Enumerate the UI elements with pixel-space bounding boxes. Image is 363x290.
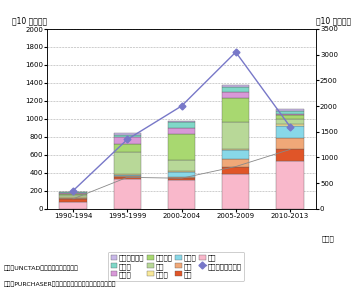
Bar xyxy=(277,124,303,126)
Bar xyxy=(60,193,86,194)
Bar xyxy=(114,176,141,177)
Text: （年）: （年） xyxy=(321,236,334,242)
Bar xyxy=(222,98,249,122)
Bar xyxy=(277,111,303,113)
Bar xyxy=(60,198,86,199)
Bar xyxy=(168,178,195,180)
Bar xyxy=(168,128,195,134)
Bar xyxy=(114,177,141,179)
Bar xyxy=(114,137,141,144)
Bar xyxy=(277,115,303,119)
Bar xyxy=(168,134,195,160)
Bar xyxy=(222,85,249,88)
Bar xyxy=(114,175,141,176)
Text: （10 億ドル）: （10 億ドル） xyxy=(315,17,351,26)
Bar xyxy=(60,194,86,195)
Bar xyxy=(168,122,195,128)
Bar xyxy=(168,160,195,171)
Bar xyxy=(277,161,303,209)
Bar xyxy=(168,171,195,172)
Bar xyxy=(60,191,86,192)
Bar xyxy=(114,135,141,137)
Bar xyxy=(114,174,141,175)
Bar xyxy=(277,113,303,115)
Bar xyxy=(277,149,303,161)
Bar xyxy=(114,133,141,135)
Bar xyxy=(222,166,249,174)
Bar xyxy=(60,202,86,209)
Bar xyxy=(60,199,86,202)
Bar xyxy=(277,109,303,111)
Bar xyxy=(168,172,195,177)
Bar xyxy=(222,92,249,98)
Bar xyxy=(60,195,86,197)
Bar xyxy=(277,126,303,138)
Bar xyxy=(168,180,195,209)
Bar xyxy=(60,197,86,198)
Text: 資料：UNCTADデータベースから作成: 資料：UNCTADデータベースから作成 xyxy=(4,266,78,271)
Bar xyxy=(222,174,249,209)
Bar xyxy=(222,150,249,160)
Bar xyxy=(114,152,141,174)
Text: （10 億ドル）: （10 億ドル） xyxy=(12,17,48,26)
Bar xyxy=(222,160,249,166)
Bar xyxy=(222,88,249,92)
Bar xyxy=(222,148,249,150)
Bar xyxy=(60,192,86,193)
Bar xyxy=(114,179,141,209)
Bar xyxy=(114,144,141,152)
Legend: シンガポール, スイス, ドイツ, フランス, 英国, ロシア, カナダ, 中国, 日本, 米国, 世界合計（右軸）, : シンガポール, スイス, ドイツ, フランス, 英国, ロシア, カナダ, 中国… xyxy=(108,252,244,281)
Bar xyxy=(222,122,249,148)
Bar xyxy=(277,119,303,124)
Bar xyxy=(168,177,195,178)
Text: 備考：PURCHASER、金額は表示されている年の累計額。: 備考：PURCHASER、金額は表示されている年の累計額。 xyxy=(4,282,116,287)
Bar xyxy=(277,138,303,149)
Bar xyxy=(168,121,195,122)
